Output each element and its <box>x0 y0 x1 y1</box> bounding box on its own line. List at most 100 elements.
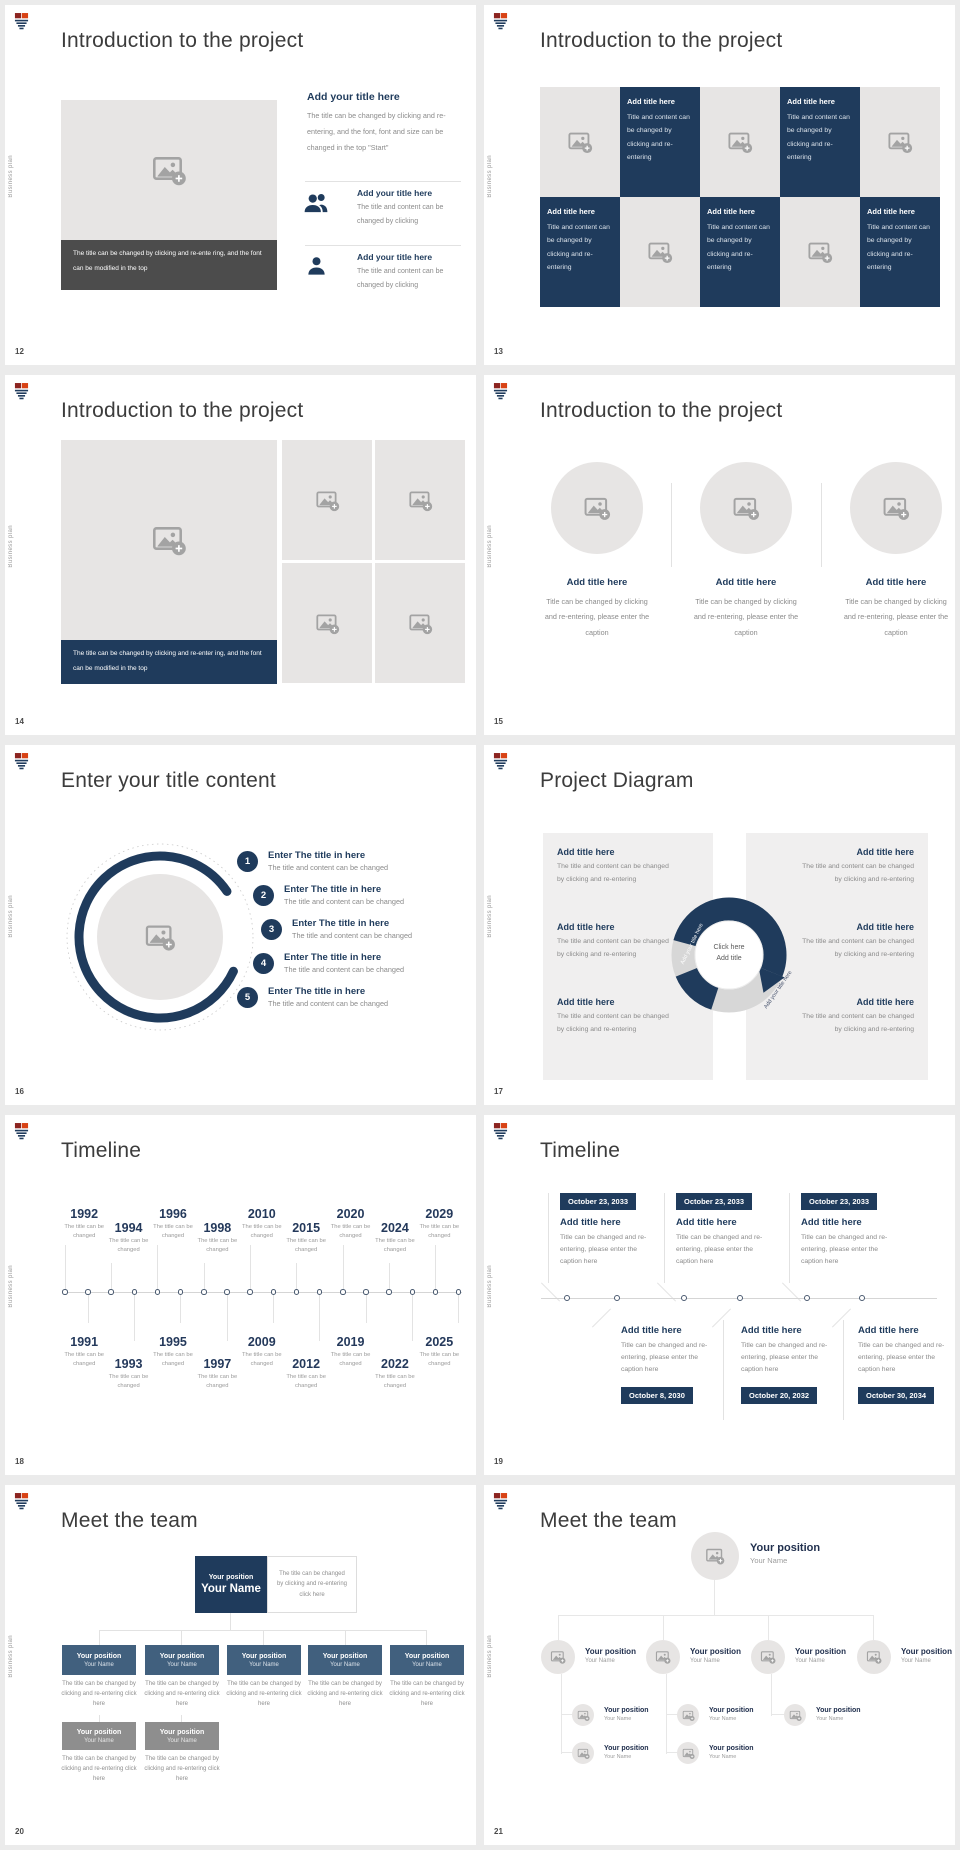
year-caption: The title can be changed <box>64 1224 105 1239</box>
slide-16[interactable]: Business plan Enter your title content 1… <box>5 745 476 1105</box>
title-cell: Add title here Title and content can be … <box>540 197 620 307</box>
block-body: The title and content can be changed by … <box>557 938 669 958</box>
brand-logo-icon <box>493 1122 508 1140</box>
org-position: Your position <box>901 1647 952 1656</box>
block-heading: Add title here <box>557 997 615 1007</box>
timeline-entry: 1996 The title can be changed <box>151 1207 195 1254</box>
marker-stem <box>157 1245 159 1289</box>
step-body: The title and content can be changed <box>284 897 405 906</box>
year-caption: The title can be changed <box>375 1374 415 1389</box>
block-body: The title and content can be changed by … <box>557 863 669 883</box>
step-number: 4 <box>253 953 274 974</box>
image-placeholder-icon <box>887 129 913 155</box>
marker-dot <box>804 1295 810 1301</box>
step-heading: Enter The title in here <box>292 918 390 929</box>
item-body: The title and content can be changed by … <box>357 204 444 225</box>
marker-stem <box>87 1295 89 1323</box>
image-placeholder <box>860 87 940 197</box>
year-label: 1998 <box>203 1221 232 1235</box>
card-body: Title can be changed and re-entering, pl… <box>676 1234 763 1266</box>
marker-dot <box>131 1289 138 1295</box>
year-label: 2019 <box>336 1335 365 1349</box>
item-body: The title and content can be changed by … <box>357 268 444 289</box>
image-placeholder-icon <box>807 239 833 265</box>
cell-heading: Add title here <box>547 207 595 216</box>
org-member-box-gray: Your position Your Name <box>62 1722 136 1750</box>
year-caption: The title can be changed <box>286 1374 326 1389</box>
timeline-marker <box>224 1289 230 1341</box>
timeline-entry: 1998 The title can be changed <box>195 1221 239 1254</box>
image-placeholder-icon <box>705 1546 725 1566</box>
slide-12[interactable]: Business plan Introduction to the projec… <box>5 5 476 365</box>
date-badge: October 23, 2033 <box>801 1193 878 1210</box>
marker-dot <box>224 1289 230 1295</box>
slide-title: Introduction to the project <box>540 399 783 422</box>
connector-line <box>181 1715 182 1722</box>
image-placeholder-icon <box>655 1649 671 1665</box>
image-placeholder-icon <box>882 494 910 522</box>
slide-13[interactable]: Business plan Introduction to the projec… <box>484 5 955 365</box>
marker-stem <box>134 1295 136 1341</box>
timeline-marker <box>386 1263 392 1295</box>
connector-line <box>345 1630 346 1645</box>
org-position: Your position <box>404 1652 450 1660</box>
card-heading: Add title here <box>621 1325 682 1336</box>
marker-dot <box>455 1289 462 1295</box>
cell-body: Title and content can be changed by clic… <box>787 114 850 161</box>
column-body: Title can be changed by clicking and re-… <box>544 597 650 637</box>
timeline-entry: 2010 The title can be changed <box>240 1207 284 1254</box>
org-position: Your position <box>709 1707 754 1714</box>
slide-title: Meet the team <box>61 1509 198 1532</box>
brand-logo-icon <box>14 1122 29 1140</box>
slide-18[interactable]: Business plan Timeline 1992 The title can… <box>5 1115 476 1475</box>
timeline-entry: 1993 The title can be changed <box>106 1357 150 1390</box>
step-heading: Enter The title in here <box>268 986 366 997</box>
org-member-box-gray: Your position Your Name <box>145 1722 219 1750</box>
slide-14[interactable]: Business plan Introduction to the projec… <box>5 375 476 735</box>
timeline-entry: 2012 The title can be changed <box>284 1357 328 1390</box>
org-member-label: Your position Your Name <box>901 1647 952 1664</box>
marker-stem <box>180 1295 182 1323</box>
slide-17[interactable]: Business plan Project Diagram Add title … <box>484 745 955 1105</box>
card-heading: Add title here <box>858 1325 919 1336</box>
year-caption: The title can be changed <box>330 1224 371 1239</box>
image-placeholder-icon <box>682 1709 695 1722</box>
year-caption: The title can be changed <box>241 1224 282 1239</box>
block-heading: Add title here <box>856 997 914 1007</box>
cell-heading: Add title here <box>787 97 835 106</box>
slide-15[interactable]: Business plan Introduction to the projec… <box>484 375 955 735</box>
slide-20[interactable]: Business plan Meet the team Your positio… <box>5 1485 476 1845</box>
org-member-note: The title can be changed by clicking and… <box>144 1756 220 1783</box>
timeline-entry: 1995 The title can be changed <box>151 1335 195 1390</box>
marker-dot <box>293 1289 300 1295</box>
slide-number: 20 <box>15 1827 24 1836</box>
section-body: The title can be changed by clicking and… <box>307 111 446 153</box>
step-number: 2 <box>253 885 274 906</box>
slide-19[interactable]: Business plan Timeline October 23, 2033 … <box>484 1115 955 1475</box>
step-number: 5 <box>237 987 258 1008</box>
slide-21[interactable]: Business plan Meet the team Your positio… <box>484 1485 955 1845</box>
marker-dot <box>340 1289 346 1295</box>
year-caption: The title can be changed <box>153 1352 193 1367</box>
card-heading: Add title here <box>676 1217 737 1228</box>
cycle-diagram <box>671 897 787 1013</box>
cell-body: Title and content can be changed by clic… <box>867 224 930 271</box>
slide-number: 12 <box>15 347 24 356</box>
timeline-entry: 2020 The title can be changed <box>328 1207 372 1254</box>
org-root-note: The title can be changed by clicking and… <box>267 1556 357 1613</box>
org-member-label: Your position Your Name <box>709 1745 754 1760</box>
marker-dot <box>85 1289 91 1295</box>
org-member-label: Your position Your Name <box>604 1707 649 1722</box>
year-caption: The title can be changed <box>419 1352 460 1367</box>
card-body: Title can be changed and re-entering, pl… <box>858 1342 945 1374</box>
year-label: 2029 <box>425 1207 454 1221</box>
block-body: The title and content can be changed by … <box>802 938 914 958</box>
image-placeholder-icon <box>789 1709 802 1722</box>
marker-stem <box>435 1245 437 1289</box>
date-badge: October 30, 2034 <box>858 1387 935 1404</box>
card-diagonal-line <box>711 1308 732 1328</box>
timeline-axis <box>62 1292 462 1293</box>
connector-line <box>561 1714 573 1715</box>
org-name: Your Name <box>709 1754 737 1760</box>
card-body: Title can be changed and re-entering, pl… <box>741 1342 828 1374</box>
